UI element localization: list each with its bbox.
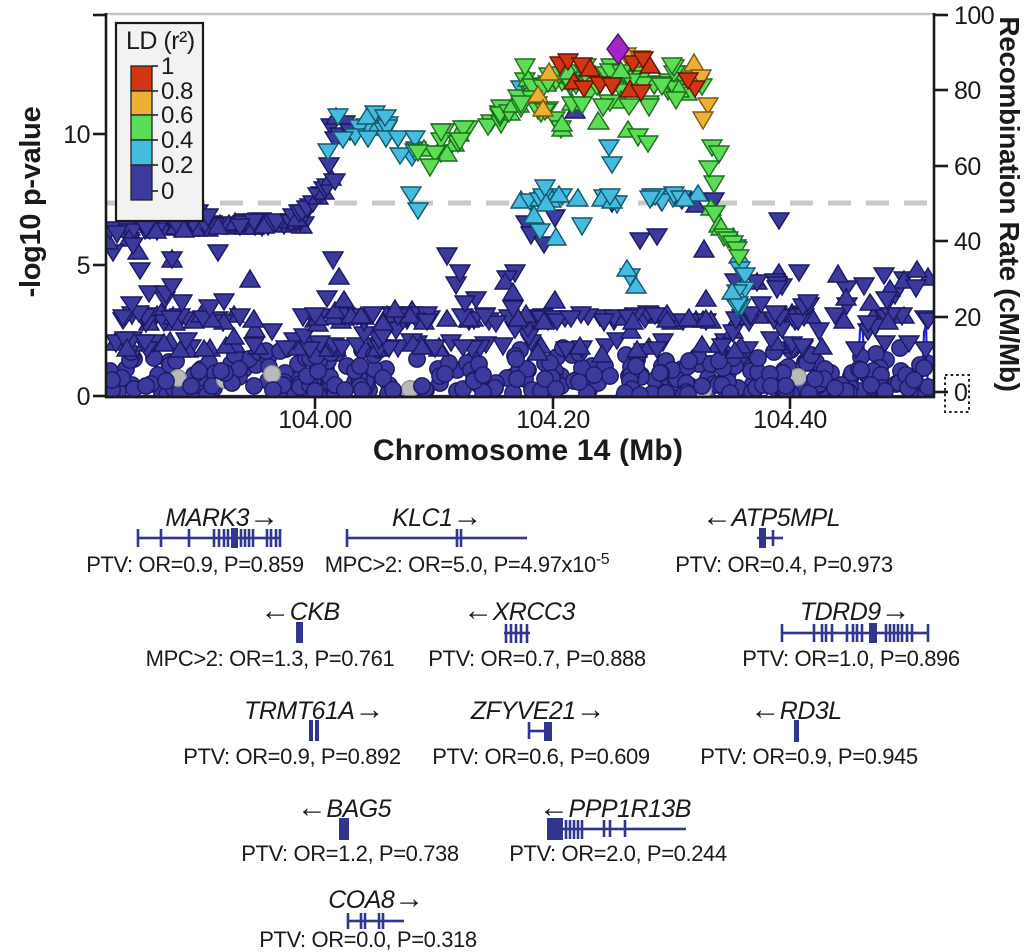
svg-text:40: 40 [954, 228, 981, 256]
svg-text:0: 0 [77, 383, 90, 411]
svg-text:MARK3→: MARK3→ [165, 500, 278, 533]
svg-text:PTV: OR=0.6, P=0.609: PTV: OR=0.6, P=0.609 [432, 744, 650, 769]
svg-text:ZFYVE21→: ZFYVE21→ [470, 693, 605, 726]
svg-text:-log10 p-value: -log10 p-value [15, 106, 47, 297]
svg-text:COA8→: COA8→ [328, 882, 424, 915]
svg-text:10: 10 [63, 121, 90, 149]
svg-text:PTV: OR=0.9, P=0.945: PTV: OR=0.9, P=0.945 [700, 744, 918, 769]
svg-text:104.20: 104.20 [516, 406, 589, 434]
svg-text:←RD3L: ←RD3L [750, 693, 841, 726]
svg-text:Recombination Rate (cM/Mb): Recombination Rate (cM/Mb) [994, 16, 1024, 391]
svg-text:1: 1 [161, 53, 174, 80]
svg-text:0: 0 [954, 379, 967, 407]
svg-text:5: 5 [77, 252, 90, 280]
svg-text:0: 0 [161, 178, 174, 205]
svg-text:PTV: OR=1.0, P=0.896: PTV: OR=1.0, P=0.896 [742, 646, 960, 671]
svg-text:KLC1→: KLC1→ [392, 500, 482, 533]
svg-text:60: 60 [954, 153, 981, 181]
svg-text:TRMT61A→: TRMT61A→ [244, 693, 384, 726]
svg-text:0.6: 0.6 [161, 102, 193, 129]
svg-text:100: 100 [954, 2, 994, 30]
svg-text:LD (r²): LD (r²) [126, 27, 195, 55]
svg-text:←BAG5: ←BAG5 [297, 791, 392, 824]
svg-text:MPC>2: OR=1.3, P=0.761: MPC>2: OR=1.3, P=0.761 [146, 646, 395, 671]
svg-text:MPC>2: OR=5.0, P=4.97x10-5: MPC>2: OR=5.0, P=4.97x10-5 [325, 551, 610, 578]
svg-text:104.40: 104.40 [753, 406, 826, 434]
svg-text:←PPP1R13B: ←PPP1R13B [539, 791, 691, 824]
svg-text:Chromosome 14 (Mb): Chromosome 14 (Mb) [373, 434, 683, 467]
svg-text:TDRD9→: TDRD9→ [800, 594, 910, 627]
svg-text:0.2: 0.2 [161, 152, 193, 179]
svg-text:20: 20 [954, 304, 981, 332]
svg-text:104.00: 104.00 [278, 406, 351, 434]
svg-text:PTV: OR=0.9, P=0.859: PTV: OR=0.9, P=0.859 [86, 552, 304, 577]
svg-text:PTV: OR=2.0, P=0.244: PTV: OR=2.0, P=0.244 [509, 841, 727, 866]
svg-text:PTV: OR=0.7, P=0.888: PTV: OR=0.7, P=0.888 [428, 646, 646, 671]
svg-text:PTV: OR=0.4, P=0.973: PTV: OR=0.4, P=0.973 [675, 552, 893, 577]
svg-text:PTV: OR=0.9, P=0.892: PTV: OR=0.9, P=0.892 [183, 744, 401, 769]
svg-text:0.8: 0.8 [161, 78, 193, 105]
svg-text:←ATP5MPL: ←ATP5MPL [702, 500, 840, 533]
svg-text:PTV: OR=0.0, P=0.318: PTV: OR=0.0, P=0.318 [259, 927, 477, 952]
svg-text:PTV: OR=1.2, P=0.738: PTV: OR=1.2, P=0.738 [241, 841, 459, 866]
svg-text:80: 80 [954, 77, 981, 105]
svg-text:←XRCC3: ←XRCC3 [463, 594, 575, 627]
svg-text:←CKB: ←CKB [260, 594, 339, 627]
svg-text:0.4: 0.4 [161, 127, 193, 154]
